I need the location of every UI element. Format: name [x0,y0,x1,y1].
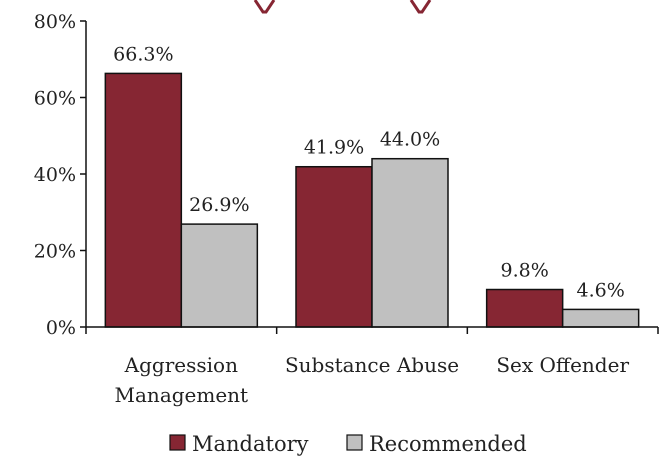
bar-recommended-2 [561,308,640,328]
data-label-recommended-1: 44.0% [380,129,440,151]
data-label-mandatory-0: 66.3% [113,43,173,65]
y-tick-label: 0% [46,317,76,339]
category-label-2: Sex Offender [496,353,629,377]
bar-recommended-0 [180,223,259,328]
legend-swatch-recommended [346,434,363,451]
bar-mandatory-2 [485,288,564,328]
data-label-recommended-0: 26.9% [189,194,249,216]
legend-label-mandatory: Mandatory [192,432,309,456]
y-tick-label: 60% [34,88,76,110]
category-labels: Aggression Management Substance Abuse Sex O… [115,353,630,407]
data-label-mandatory-2: 9.8% [501,260,549,282]
chart-title-fragment [253,0,432,14]
category-label-1: Substance Abuse [285,353,459,377]
y-tick-labels: 0% 20% 40% 60% 80% [34,11,76,339]
category-label-0: Aggression Management [115,353,249,407]
y-tick-label: 20% [34,241,76,263]
axes [80,20,659,334]
data-label-recommended-2: 4.6% [577,279,625,301]
y-tick-label: 40% [34,164,76,186]
title-fragment-right [409,0,432,14]
bar-recommended-1 [371,157,449,328]
title-fragment-left [253,0,276,14]
legend-swatch-mandatory [169,434,186,451]
legend-label-recommended: Recommended [369,432,527,456]
bar-mandatory-1 [295,165,373,328]
data-label-mandatory-1: 41.9% [304,137,364,159]
y-tick-label: 80% [34,11,76,33]
legend: Mandatory Recommended [169,432,527,456]
bars [104,72,640,328]
bar-mandatory-0 [104,72,183,328]
data-labels: 66.3% 41.9% 9.8% 26.9% 44.0% 4.6% [113,43,625,301]
